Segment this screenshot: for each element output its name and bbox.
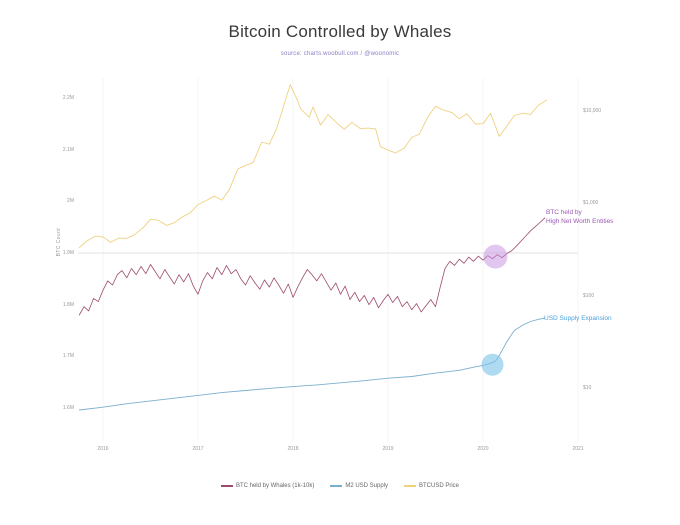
legend-swatch-m2-supply (330, 485, 343, 487)
x-axis-tick-label: 2017 (192, 446, 204, 452)
annotation-whales: BTC held by High Net Worth Entities (546, 208, 613, 226)
legend-item-btcusd-price[interactable]: BTCUSD Price (404, 483, 459, 489)
legend-swatch-btcusd-price (404, 485, 417, 487)
x-axis-tick-label: 2019 (382, 446, 394, 452)
left-axis-tick-label: 1.7M (62, 353, 74, 360)
legend-label-btcusd-price: BTCUSD Price (419, 483, 460, 489)
x-axis-tick-label: 2018 (287, 446, 299, 452)
chart-subtitle: source: charts.woobull.com / @woonomic (280, 51, 400, 57)
legend-label-m2-supply: M2 USD Supply (345, 483, 389, 489)
legend-swatch-whales (220, 485, 233, 487)
series-line-btc-held-by-whales-1k-10k (78, 217, 546, 316)
series-line-m2-usd-supply (78, 317, 546, 411)
left-axis-title: BTC Count (56, 228, 62, 257)
x-axis-tick-label: 2016 (97, 446, 109, 452)
chart-canvas (78, 78, 579, 442)
legend-label-whales: BTC held by Whales (1k-10k) (235, 483, 315, 489)
annotation-usd-supply: USD Supply Expansion (544, 314, 612, 323)
left-axis-tick-label: 1.8M (62, 301, 74, 308)
right-axis-tick-label: $10,000 (583, 107, 602, 114)
x-axis-tick-label: 2021 (572, 446, 584, 452)
annotation-usd-supply-line1: USD Supply Expansion (544, 315, 612, 322)
left-axis-tick-label: 1.6M (62, 405, 74, 411)
annotation-whales-line2: High Net Worth Entities (546, 218, 614, 225)
whale-accumulation-highlight (483, 244, 508, 269)
right-axis-tick-label: $1,000 (583, 200, 599, 207)
legend: BTC held by Whales (1k-10k) M2 USD Suppl… (0, 483, 680, 489)
left-axis-tick-label: 2.2M (62, 95, 74, 101)
legend-item-m2-supply[interactable]: M2 USD Supply (330, 483, 388, 489)
x-axis-tick-label: 2020 (477, 446, 489, 452)
plot-area: 2.2M 2.1M 2M 1.9M 1.8M 1.7M 1.6M $10,000 $1,000 $… (56, 78, 613, 452)
series-line-btcusd-price (78, 84, 548, 249)
usd-expansion-highlight (481, 353, 504, 376)
left-axis-tick-label: 2M (67, 198, 74, 205)
chart-title: Bitcoin Controlled by Whales (228, 22, 452, 41)
legend-item-whales[interactable]: BTC held by Whales (1k-10k) (220, 483, 315, 489)
annotation-whales-line1: BTC held by (546, 209, 582, 216)
right-axis-tick-label: $100 (583, 292, 595, 299)
right-axis-tick-label: $10 (583, 385, 592, 391)
left-axis-tick-label: 1.9M (62, 250, 74, 256)
left-axis-tick-label: 2.1M (62, 146, 74, 153)
